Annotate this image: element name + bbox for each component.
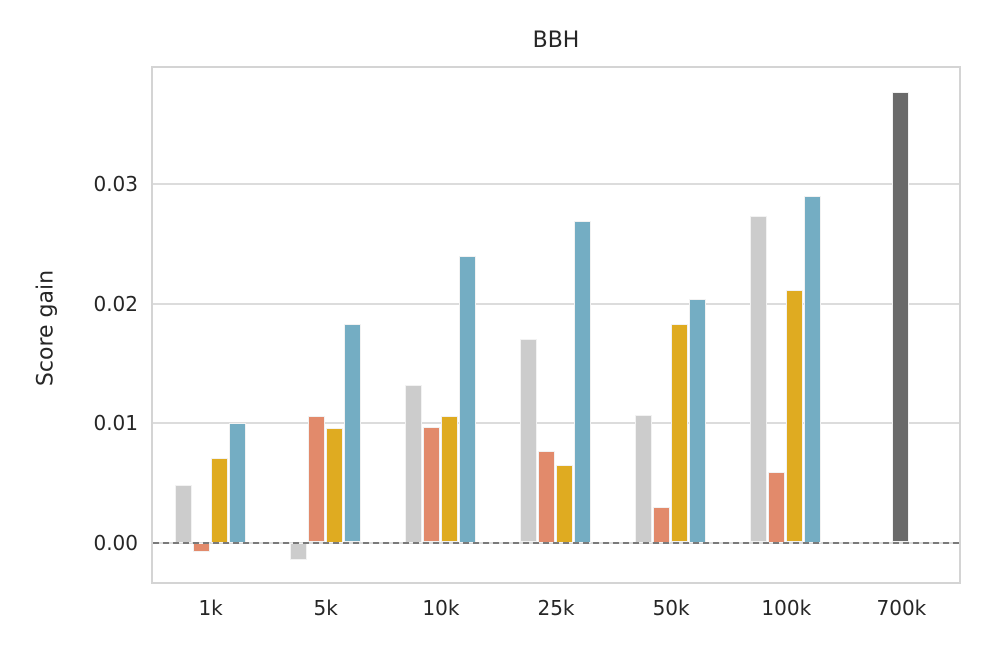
y-tick-label-0.02: 0.02 — [93, 291, 138, 316]
x-tick-label-100k: 100k — [761, 596, 812, 620]
bar-orange-100k — [768, 472, 786, 543]
bar-blue-5k — [343, 323, 361, 543]
bar-gold-25k — [556, 464, 573, 543]
bar-orange-50k — [653, 506, 671, 543]
plot-area — [151, 66, 961, 584]
x-tick-label-700k: 700k — [876, 596, 927, 620]
bar-gold-50k — [671, 323, 689, 543]
x-tick-label-10k: 10k — [422, 596, 460, 620]
bar-blue-25k — [574, 221, 591, 543]
bar-dark-gray-700k — [892, 91, 910, 543]
x-tick-label-5k: 5k — [313, 596, 338, 620]
bar-gold-5k — [325, 427, 343, 543]
bar-gold-100k — [786, 290, 804, 543]
zero-baseline — [153, 541, 959, 544]
bar-gold-1k — [210, 457, 228, 543]
bar-blue-1k — [228, 423, 246, 543]
gridline-0.03 — [153, 182, 959, 185]
chart-title: BBH — [532, 28, 580, 53]
bar-gold-10k — [440, 415, 458, 543]
bar-blue-100k — [804, 195, 822, 543]
y-tick-label-0.03: 0.03 — [93, 171, 138, 196]
bar-light-gray-50k — [635, 414, 653, 543]
y-tick-label-0.00: 0.00 — [93, 530, 138, 555]
bar-orange-5k — [307, 415, 325, 543]
x-tick-label-50k: 50k — [652, 596, 690, 620]
y-axis-label: Score gain — [33, 269, 59, 387]
bar-blue-50k — [689, 298, 707, 543]
bar-light-gray-10k — [404, 384, 422, 543]
bar-light-gray-25k — [520, 339, 537, 543]
gridline-0.02 — [153, 302, 959, 305]
bar-light-gray-5k — [289, 542, 307, 561]
gridline-0.01 — [153, 422, 959, 424]
bar-light-gray-1k — [174, 485, 192, 543]
x-tick-label-25k: 25k — [537, 596, 575, 620]
bar-blue-10k — [458, 255, 476, 543]
bar-orange-25k — [538, 450, 555, 543]
bar-light-gray-100k — [750, 216, 768, 543]
bar-orange-1k — [192, 542, 210, 553]
x-tick-label-1k: 1k — [198, 596, 223, 620]
y-tick-label-0.01: 0.01 — [93, 411, 138, 435]
bar-orange-10k — [422, 426, 440, 543]
